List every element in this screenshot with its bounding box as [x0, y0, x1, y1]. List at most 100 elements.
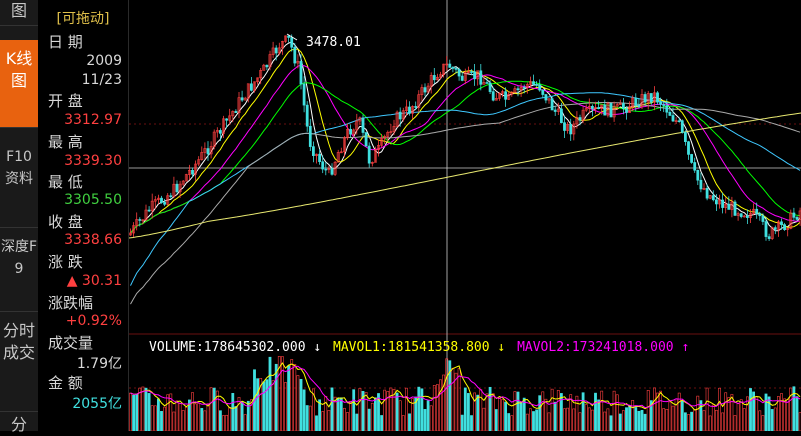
volume-bar — [733, 415, 737, 431]
date-year: 2009 — [86, 53, 122, 69]
volume-bar — [550, 388, 554, 431]
volume-bar — [668, 401, 672, 431]
volume-bar — [408, 413, 411, 431]
sidebar-tab-f10[interactable]: F10资料 — [0, 140, 38, 228]
candle-body — [798, 210, 801, 220]
volume-bar — [528, 408, 532, 431]
candle-body — [780, 221, 783, 225]
candle-body — [758, 213, 762, 217]
volume-bar — [287, 365, 291, 431]
candle-body — [312, 146, 315, 156]
volume-bar — [662, 408, 666, 431]
volume-bar — [767, 396, 771, 431]
volume-bar — [479, 389, 483, 431]
volume-bar — [525, 413, 529, 431]
candle-body — [742, 215, 746, 218]
candle-body — [132, 225, 136, 234]
sidebar-tab-more[interactable]: 分 — [0, 414, 38, 434]
candle-body — [736, 213, 740, 216]
candle-body — [138, 219, 142, 221]
candle-body — [767, 236, 771, 239]
volume-bar — [277, 356, 281, 431]
candle-body — [370, 162, 374, 164]
candle-body — [652, 92, 656, 103]
volume-bar — [346, 412, 349, 431]
volume-bar — [426, 400, 430, 431]
ma60-line — [130, 92, 801, 286]
candle-body — [671, 115, 675, 122]
candle-body — [349, 128, 353, 135]
candle-body — [752, 208, 756, 214]
change-label: 涨 跌 — [48, 253, 83, 271]
candle-body — [203, 148, 207, 153]
volume-bar — [606, 408, 610, 431]
candle-body — [395, 111, 399, 127]
candle-body — [166, 195, 170, 205]
volume-bar — [671, 405, 675, 431]
volume-bar — [147, 393, 151, 431]
candle-body — [494, 98, 498, 101]
volume-bar — [308, 405, 312, 431]
volume-bar — [541, 391, 545, 431]
candle-body — [296, 61, 300, 64]
volume-bar — [783, 398, 787, 431]
sidebar-tab-label: 分时成交 — [2, 321, 35, 362]
volume-bar — [646, 390, 650, 431]
candle-body — [721, 199, 725, 208]
volume-bar — [380, 415, 384, 431]
volume-bar — [677, 392, 681, 431]
candle-body — [299, 61, 303, 85]
volume-value: 1.79亿 — [76, 356, 122, 372]
candle-body — [699, 179, 703, 190]
candle-body — [398, 111, 402, 120]
candle-body — [665, 105, 669, 113]
volume-arrow: ↓ — [313, 340, 322, 355]
candle-body — [727, 203, 731, 210]
volume-bar — [181, 410, 185, 431]
candle-body — [761, 215, 765, 222]
candle-body — [321, 161, 325, 170]
volume-bar — [432, 385, 436, 431]
candle-body — [482, 82, 486, 85]
sidebar-tab-ticks[interactable]: 分时成交 — [0, 316, 38, 412]
candle-body — [343, 137, 346, 153]
close-value: 3338.66 — [64, 232, 122, 248]
candle-body — [563, 122, 566, 131]
candle-body — [714, 199, 718, 205]
volume-bar — [470, 415, 473, 431]
candle-body — [268, 54, 272, 68]
ma120-line — [130, 102, 801, 305]
volume-bar — [544, 398, 548, 431]
candle-body — [659, 101, 663, 105]
candle-body — [197, 159, 201, 165]
candle-body — [293, 46, 297, 64]
volume-bar — [246, 400, 250, 431]
drag-handle-title[interactable]: [可拖动] — [56, 11, 110, 27]
candle-body — [690, 154, 694, 163]
volume-bar — [702, 410, 706, 431]
volume-bar — [727, 397, 731, 431]
candle-body — [544, 94, 548, 101]
candle-body — [516, 88, 520, 91]
candle-body — [597, 107, 601, 109]
sidebar-tab-kline[interactable]: K线图 — [0, 40, 38, 128]
candle-body — [141, 219, 145, 222]
sidebar-tab-depth[interactable]: 深度F9 — [0, 232, 38, 312]
candle-body — [265, 64, 269, 68]
candle-body — [566, 124, 570, 131]
volume-bar — [166, 394, 170, 431]
kline-chart[interactable]: 3478.01 — [129, 0, 801, 431]
sidebar-tab-chart[interactable]: 图 — [0, 0, 38, 26]
chart-grid — [129, 0, 801, 431]
volume-bar — [191, 392, 194, 431]
candle-body — [417, 94, 421, 108]
volume-bar — [339, 397, 343, 431]
volume-bar — [628, 405, 632, 431]
candle-body — [473, 71, 477, 80]
volume-bar — [429, 405, 433, 431]
volume-bar — [138, 387, 142, 431]
volume-bar — [460, 414, 464, 431]
candle-body — [215, 130, 219, 133]
quote-info-panel[interactable]: [可拖动] 日 期 2009 11/23 开 盘 3312.97 最 高 333… — [38, 0, 129, 431]
candle-body — [730, 201, 734, 210]
